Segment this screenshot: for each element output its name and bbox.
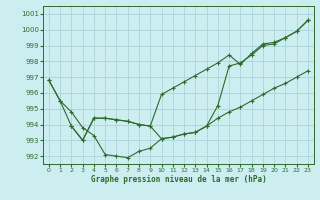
X-axis label: Graphe pression niveau de la mer (hPa): Graphe pression niveau de la mer (hPa) [91, 175, 266, 184]
